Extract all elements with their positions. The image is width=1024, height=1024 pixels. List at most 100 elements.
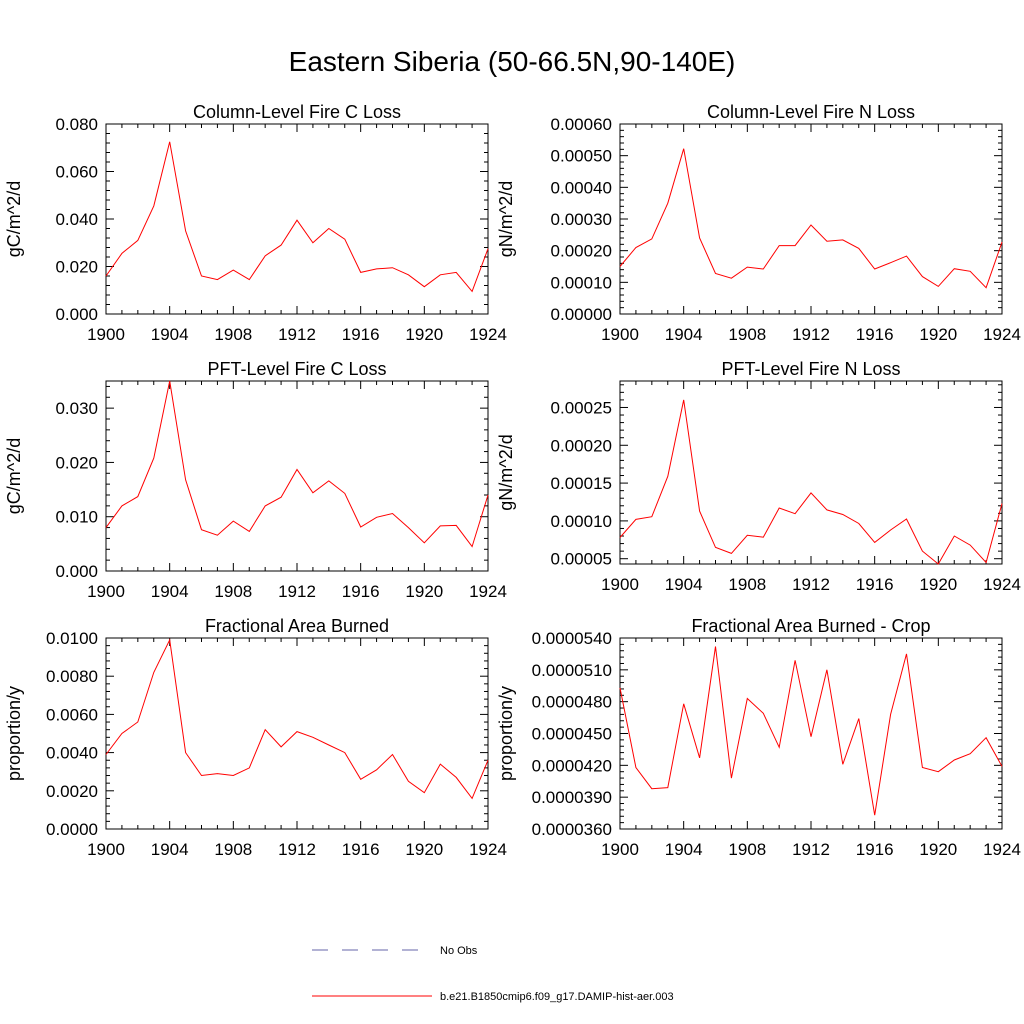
y-axis-label: gN/m^2/d xyxy=(496,434,516,510)
y-tick-label: 0.000 xyxy=(55,562,98,581)
y-tick-label: 0.0000 xyxy=(46,820,98,839)
series-line xyxy=(105,141,489,293)
x-tick-label: 1904 xyxy=(151,840,189,859)
plot-frame xyxy=(619,123,1003,315)
y-tick-label: 0.0000540 xyxy=(532,629,612,648)
series-line xyxy=(105,638,489,800)
x-tick-label: 1904 xyxy=(151,325,189,344)
x-tick-label: 1916 xyxy=(342,840,380,859)
x-tick-label: 1900 xyxy=(87,840,125,859)
series-line xyxy=(619,148,1003,289)
x-tick-label: 1908 xyxy=(728,575,766,594)
y-tick-label: 0.0000360 xyxy=(532,820,612,839)
y-tick-label: 0.00005 xyxy=(551,550,612,569)
panel-title: Fractional Area Burned - Crop xyxy=(691,616,930,636)
plot-frame xyxy=(619,637,1003,830)
panel-title: Column-Level Fire N Loss xyxy=(707,102,915,122)
x-tick-label: 1916 xyxy=(342,325,380,344)
chart-panel-6: 1900 1904 1908 1912 1916 1920 1924 0.0000360 0.0… xyxy=(496,616,1021,859)
y-tick-label: 0.00010 xyxy=(551,512,612,531)
y-tick-label: 0.0000390 xyxy=(532,788,612,807)
x-tick-label: 1908 xyxy=(728,840,766,859)
y-tick-label: 0.0000480 xyxy=(532,693,612,712)
x-tick-label: 1916 xyxy=(856,325,894,344)
x-tick-label: 1900 xyxy=(601,325,639,344)
y-tick-label: 0.00015 xyxy=(551,474,612,493)
plot-frame xyxy=(105,123,489,315)
y-tick-label: 0.0040 xyxy=(46,744,98,763)
y-tick-label: 0.00020 xyxy=(551,436,612,455)
x-tick-label: 1912 xyxy=(278,840,316,859)
x-tick-label: 1924 xyxy=(469,325,507,344)
plot-frame xyxy=(105,380,489,572)
x-tick-label: 1920 xyxy=(919,325,957,344)
panel-title: PFT-Level Fire N Loss xyxy=(721,359,900,379)
y-axis-label: gC/m^2/d xyxy=(4,181,24,257)
x-tick-label: 1924 xyxy=(469,582,507,601)
series-line xyxy=(619,646,1003,816)
y-tick-label: 0.0060 xyxy=(46,705,98,724)
x-tick-label: 1916 xyxy=(342,582,380,601)
x-tick-label: 1924 xyxy=(469,840,507,859)
y-tick-label: 0.040 xyxy=(55,210,98,229)
y-tick-label: 0.00060 xyxy=(551,115,612,134)
x-tick-label: 1900 xyxy=(87,325,125,344)
y-tick-label: 0.00040 xyxy=(551,178,612,197)
y-tick-label: 0.0000420 xyxy=(532,756,612,775)
y-tick-label: 0.080 xyxy=(55,115,98,134)
series-line xyxy=(105,380,489,548)
x-tick-label: 1912 xyxy=(278,582,316,601)
x-tick-label: 1900 xyxy=(601,840,639,859)
x-tick-label: 1924 xyxy=(983,325,1021,344)
x-tick-label: 1920 xyxy=(405,325,443,344)
chart-panel-4: 1900 1904 1908 1912 1916 1920 1924 0.00005 0.000… xyxy=(496,359,1021,594)
y-tick-label: 0.010 xyxy=(55,508,98,527)
y-tick-label: 0.00000 xyxy=(551,305,612,324)
x-tick-label: 1900 xyxy=(601,575,639,594)
y-tick-label: 0.0100 xyxy=(46,629,98,648)
x-tick-label: 1920 xyxy=(919,840,957,859)
y-tick-label: 0.00030 xyxy=(551,210,612,229)
x-tick-label: 1908 xyxy=(214,840,252,859)
y-axis-label: gC/m^2/d xyxy=(4,438,24,514)
y-tick-label: 0.030 xyxy=(55,399,98,418)
chart-panel-1: 1900 1904 1908 1912 1916 1920 1924 0.000 0.020 0.… xyxy=(4,102,507,344)
y-tick-label: 0.00010 xyxy=(551,273,612,292)
panel-title: Column-Level Fire C Loss xyxy=(193,102,401,122)
page-title: Eastern Siberia (50-66.5N,90-140E) xyxy=(288,46,736,77)
y-tick-label: 0.0000450 xyxy=(532,725,612,744)
x-tick-label: 1924 xyxy=(983,575,1021,594)
plot-frame xyxy=(619,380,1003,565)
y-tick-label: 0.0000510 xyxy=(532,661,612,680)
y-tick-label: 0.000 xyxy=(55,305,98,324)
series-line xyxy=(619,399,1003,565)
y-tick-label: 0.00020 xyxy=(551,242,612,261)
x-tick-label: 1912 xyxy=(792,575,830,594)
x-tick-label: 1924 xyxy=(983,840,1021,859)
chart-panel-2: 1900 1904 1908 1912 1916 1920 1924 0.00000 0.000… xyxy=(496,102,1021,344)
y-tick-label: 0.0020 xyxy=(46,782,98,801)
chart-panel-3: 1900 1904 1908 1912 1916 1920 1924 0.000 0.010 0.… xyxy=(4,359,507,601)
x-tick-label: 1904 xyxy=(665,325,703,344)
y-tick-label: 0.020 xyxy=(55,453,98,472)
x-tick-label: 1904 xyxy=(665,575,703,594)
x-tick-label: 1912 xyxy=(278,325,316,344)
x-tick-label: 1920 xyxy=(405,840,443,859)
x-tick-label: 1920 xyxy=(405,582,443,601)
y-tick-label: 0.020 xyxy=(55,258,98,277)
y-axis-label: proportion/y xyxy=(496,686,516,781)
y-tick-label: 0.0080 xyxy=(46,667,98,686)
x-tick-label: 1904 xyxy=(151,582,189,601)
panel-title: Fractional Area Burned xyxy=(205,616,389,636)
legend: No Obs b.e21.B1850cmip6.f09_g17.DAMIP-his… xyxy=(312,945,674,1003)
chart-panel-5: 1900 1904 1908 1912 1916 1920 1924 0.0000 0.0020… xyxy=(4,616,507,859)
x-tick-label: 1908 xyxy=(214,582,252,601)
y-tick-label: 0.00025 xyxy=(551,398,612,417)
legend-label: No Obs xyxy=(440,945,478,957)
x-tick-label: 1912 xyxy=(792,325,830,344)
x-tick-label: 1916 xyxy=(856,840,894,859)
plot-frame xyxy=(105,637,489,830)
x-tick-label: 1900 xyxy=(87,582,125,601)
x-tick-label: 1904 xyxy=(665,840,703,859)
